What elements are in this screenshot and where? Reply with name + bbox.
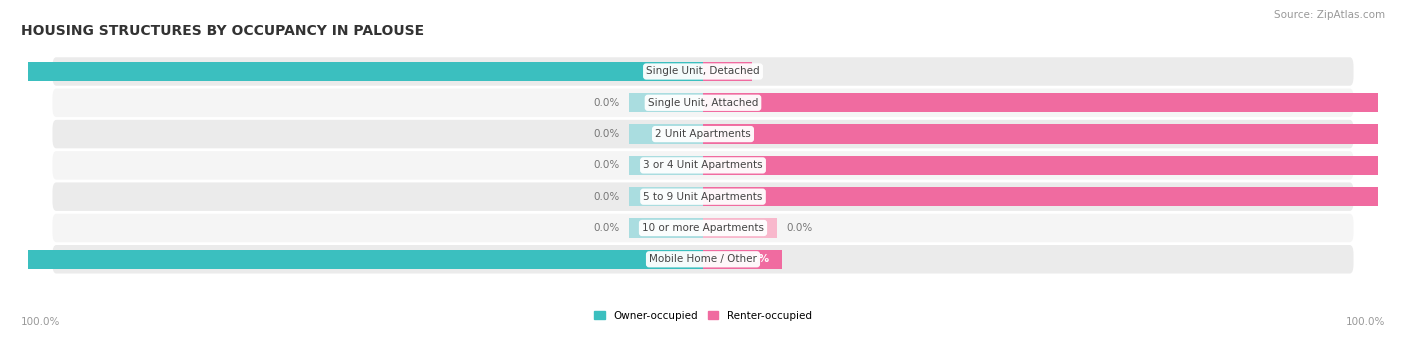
Bar [630,156,703,175]
Text: 100.0%: 100.0% [1346,317,1385,327]
Legend: Owner-occupied, Renter-occupied: Owner-occupied, Renter-occupied [591,306,815,325]
Text: 0.0%: 0.0% [786,223,813,233]
FancyBboxPatch shape [52,245,1354,273]
FancyBboxPatch shape [52,182,1354,211]
Text: 2 Unit Apartments: 2 Unit Apartments [655,129,751,139]
FancyBboxPatch shape [52,89,1354,117]
Text: 10 or more Apartments: 10 or more Apartments [643,223,763,233]
Text: Single Unit, Attached: Single Unit, Attached [648,98,758,108]
FancyBboxPatch shape [52,57,1354,86]
Text: Mobile Home / Other: Mobile Home / Other [650,254,756,264]
Text: 100.0%: 100.0% [21,317,60,327]
Text: 0.0%: 0.0% [593,223,620,233]
FancyBboxPatch shape [52,120,1354,148]
Bar [703,250,782,269]
Bar [630,124,703,144]
Text: 6.4%: 6.4% [740,254,769,264]
Bar [0,62,703,81]
FancyBboxPatch shape [52,214,1354,242]
Text: 3 or 4 Unit Apartments: 3 or 4 Unit Apartments [643,160,763,170]
Bar [703,124,1406,144]
Bar [630,218,703,238]
Bar [703,187,1406,206]
Bar [703,156,1406,175]
Text: Single Unit, Detached: Single Unit, Detached [647,66,759,76]
Text: Source: ZipAtlas.com: Source: ZipAtlas.com [1274,10,1385,20]
Bar [0,250,703,269]
Bar [630,93,703,113]
FancyBboxPatch shape [52,151,1354,180]
Bar [630,187,703,206]
Text: 0.0%: 0.0% [593,192,620,202]
Text: 0.0%: 0.0% [593,160,620,170]
Bar [703,62,752,81]
Text: 5 to 9 Unit Apartments: 5 to 9 Unit Apartments [644,192,762,202]
Text: HOUSING STRUCTURES BY OCCUPANCY IN PALOUSE: HOUSING STRUCTURES BY OCCUPANCY IN PALOU… [21,24,425,38]
Text: 0.0%: 0.0% [593,98,620,108]
Text: 4.0%: 4.0% [710,66,740,76]
Text: 0.0%: 0.0% [593,129,620,139]
Bar [703,93,1406,113]
Bar [703,218,776,238]
